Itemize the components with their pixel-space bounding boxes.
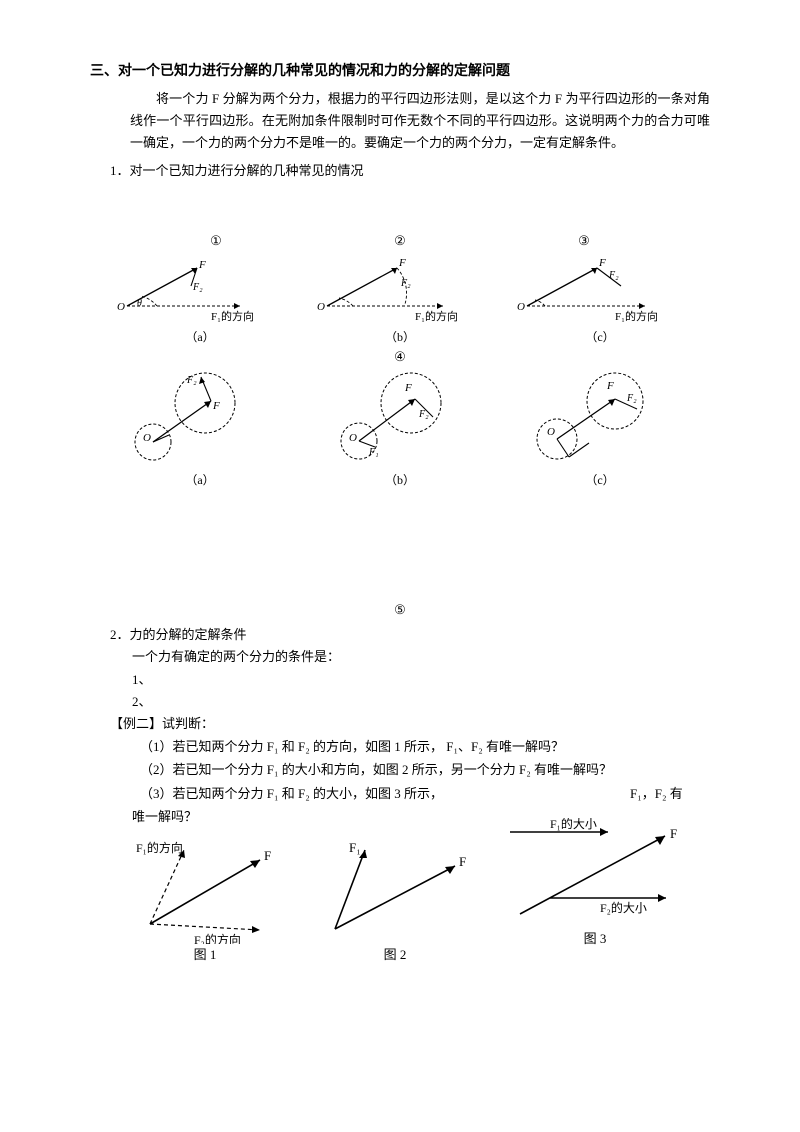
diagram-1a: O F F₂ θ F₁的方向 （a） <box>100 256 300 345</box>
svg-text:F₂: F₂ <box>186 375 197 386</box>
fig1-F2: F₂的方向 <box>194 932 241 944</box>
marker-2: ② <box>310 233 490 249</box>
svg-text:F₁: F₁ <box>368 447 379 458</box>
diag2-label-c: （c） <box>585 471 614 488</box>
svg-text:F₁的方向: F₁的方向 <box>415 309 458 323</box>
fig1-F1: F₁的方向 <box>136 840 183 855</box>
marker-1: ① <box>126 233 306 249</box>
label-F2: F₂ <box>192 282 203 293</box>
diag2-label-b: （b） <box>385 471 415 488</box>
marker-4: ④ <box>90 349 710 365</box>
fig3-F1: F₁的大小 <box>550 818 597 831</box>
fig3-label: 图 3 <box>584 928 607 947</box>
svg-text:F: F <box>398 257 406 269</box>
svg-text:O: O <box>349 432 357 444</box>
example-q3b: F₁，F₂ 有 <box>630 782 710 805</box>
label-theta: θ <box>137 298 142 309</box>
diag-label-b: （b） <box>385 328 415 345</box>
fig2-F: F <box>459 854 466 869</box>
svg-text:O: O <box>317 301 325 313</box>
diag2-label-a: （a） <box>185 471 214 488</box>
item-1: 1．对一个已知力进行分解的几种常见的情况 <box>110 160 710 182</box>
section-paragraph: 将一个力 F 分解为两个分力，根据力的平行四边形法则，是以这个力 F 为平行四边… <box>130 88 710 154</box>
label-F: F <box>198 259 206 271</box>
svg-text:F₂: F₂ <box>608 270 619 281</box>
svg-text:F₂: F₂ <box>626 393 637 404</box>
diagram-2a: F F₂ O （a） <box>100 369 300 488</box>
svg-text:F₂: F₂ <box>400 278 411 289</box>
example-q2: （2）若已知一个分力 F₁ 的大小和方向，如图 2 所示，另一个分力 F₂ 有唯… <box>140 758 710 781</box>
fig3-F2: F₂的大小 <box>600 900 647 915</box>
gap <box>90 492 710 602</box>
fig2-F1: F₁ <box>349 840 361 855</box>
svg-text:O: O <box>547 426 555 438</box>
marker-row-1: ① ② ③ <box>90 232 710 250</box>
figure-1: F F₁的方向 F₂的方向 图 1 <box>120 834 290 963</box>
example-title: 【例二】试判断： <box>110 713 710 735</box>
diag-label-a: （a） <box>185 328 214 345</box>
label-F1dir: F₁的方向 <box>211 309 254 323</box>
diagram-1b: O F F₂ F₁的方向 （b） <box>300 256 500 345</box>
marker-5: ⑤ <box>90 602 710 618</box>
svg-text:F: F <box>212 400 220 412</box>
diagram-1c: O F F₂ F₁的方向 （c） <box>500 256 700 345</box>
diagram-2b: F F₂ F₁ O （b） <box>300 369 500 488</box>
svg-text:F₁的方向: F₁的方向 <box>615 309 658 323</box>
section2-line2: 1、 <box>132 669 710 691</box>
figure-3: F₁的大小 F F₂的大小 图 3 <box>490 818 700 947</box>
svg-text:F: F <box>404 382 412 394</box>
bottom-figures: F F₁的方向 F₂的方向 图 1 F F₁ 图 2 <box>90 834 710 974</box>
section2-title: 2．力的分解的定解条件 <box>110 624 710 646</box>
fig1-F: F <box>264 848 271 863</box>
fig1-label: 图 1 <box>194 944 217 963</box>
svg-text:F₂: F₂ <box>418 409 429 420</box>
example-q1: （1）若已知两个分力 F₁ 和 F₂ 的方向，如图 1 所示， F₁、F₂ 有唯… <box>140 735 710 758</box>
diag-label-c: （c） <box>585 328 614 345</box>
diagram-row-2: F F₂ O （a） F F₂ F₁ O （b） <box>100 369 700 488</box>
svg-text:F: F <box>598 257 606 269</box>
label-O: O <box>117 301 125 313</box>
diagram-2c: F F₂ O （c） <box>500 369 700 488</box>
marker-3: ③ <box>494 233 674 249</box>
example-q3a: （3）若已知两个分力 F₁ 和 F₂ 的大小，如图 3 所示， <box>140 782 630 805</box>
section2-line3: 2、 <box>132 691 710 713</box>
section2-line1: 一个力有确定的两个分力的条件是： <box>132 646 710 668</box>
fig3-F: F <box>670 826 677 841</box>
fig2-label: 图 2 <box>384 944 407 963</box>
figure-2: F F₁ 图 2 <box>315 834 475 963</box>
section-title: 三、对一个已知力进行分解的几种常见的情况和力的分解的定解问题 <box>90 60 710 80</box>
svg-text:F: F <box>606 380 614 392</box>
svg-text:O: O <box>517 301 525 313</box>
diagram-row-1: O F F₂ θ F₁的方向 （a） O F F₂ <box>100 256 700 345</box>
svg-text:O: O <box>143 432 151 444</box>
